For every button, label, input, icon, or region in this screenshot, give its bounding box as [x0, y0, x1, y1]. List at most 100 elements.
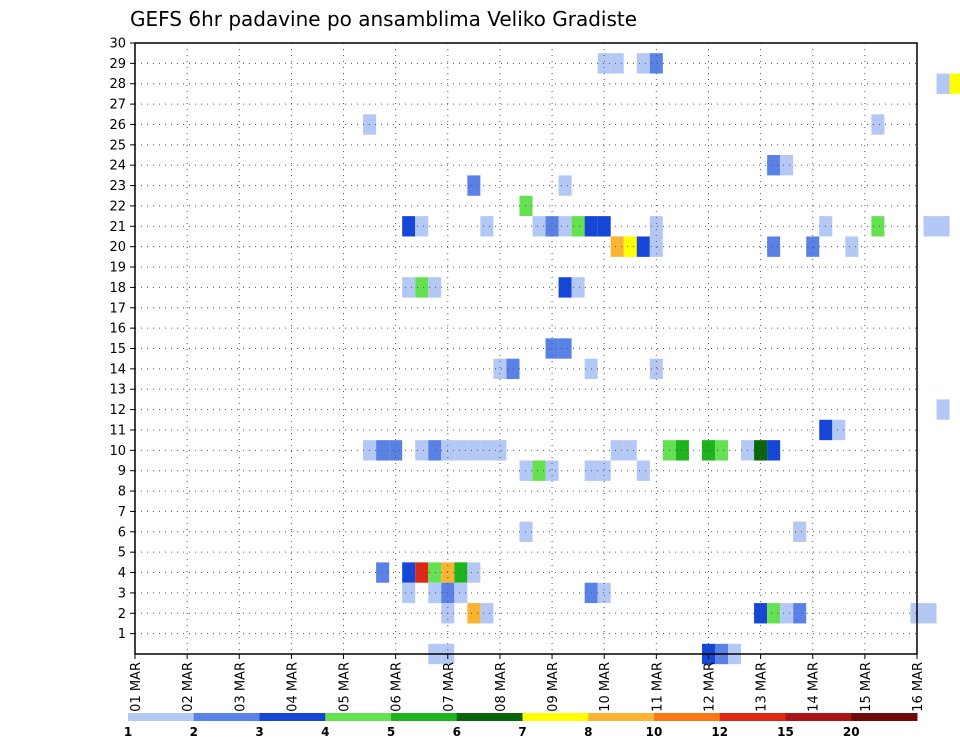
- heatmap-cell: [532, 460, 546, 481]
- y-tick-label: 27: [109, 98, 126, 113]
- heatmap-cell: [649, 216, 663, 237]
- x-axis-ticks: 01 MAR 02 MAR 03 MAR 04 MAR 05 MAR 06 MAR 07 M…: [129, 654, 926, 712]
- x-tick-label: 09 MAR: [546, 662, 561, 712]
- y-tick-label: 19: [109, 261, 126, 276]
- y-tick-label: 11: [109, 423, 126, 438]
- x-tick-label: 08 MAR: [494, 662, 509, 712]
- colorbar-swatch: [456, 713, 523, 721]
- heatmap-cell: [714, 440, 729, 461]
- x-tick-label: 14 MAR: [807, 662, 822, 712]
- heatmap-cell: [923, 603, 937, 624]
- x-tick-label: 12 MAR: [702, 662, 717, 712]
- heatmap-cell: [793, 603, 807, 624]
- y-tick-label: 26: [109, 118, 126, 133]
- colorbar-label: 6: [453, 725, 461, 739]
- heatmap-cell: [623, 236, 637, 257]
- heatmap-cells: [363, 53, 960, 665]
- y-tick-label: 23: [109, 179, 126, 194]
- y-tick-label: 10: [109, 444, 126, 459]
- heatmap-cell: [454, 440, 468, 461]
- heatmap-cell: [832, 419, 846, 441]
- heatmap-cell: [480, 440, 494, 461]
- x-tick-label: 16 MAR: [911, 662, 926, 712]
- x-tick-label: 06 MAR: [390, 662, 405, 712]
- colorbar-swatch: [259, 713, 326, 721]
- heatmap-cell: [597, 53, 611, 74]
- heatmap-cell: [506, 358, 520, 380]
- y-axis-ticks: 1234567891011121314151617181920212223242…: [109, 37, 135, 642]
- heatmap-cell: [597, 582, 611, 604]
- heatmap-cell: [571, 277, 585, 298]
- heatmap-cell: [428, 277, 442, 298]
- colorbar-label: 10: [646, 725, 663, 739]
- y-tick-label: 25: [109, 138, 126, 153]
- colorbar-label: 7: [518, 725, 526, 739]
- heatmap-cell: [780, 155, 794, 176]
- heatmap-cell: [701, 440, 715, 461]
- y-tick-label: 2: [118, 607, 126, 622]
- heatmap-cell: [545, 338, 559, 359]
- heatmap-cell: [845, 236, 859, 257]
- heatmap-cell: [636, 53, 650, 74]
- colorbar-swatch: [522, 713, 589, 721]
- y-tick-label: 15: [109, 342, 126, 357]
- heatmap-cell: [415, 440, 429, 461]
- heatmap-cell: [402, 582, 416, 604]
- colorbar-label: 20: [843, 725, 860, 739]
- heatmap-cell: [558, 175, 572, 196]
- colorbar-swatch: [851, 713, 918, 721]
- y-tick-label: 9: [118, 464, 126, 479]
- y-tick-label: 30: [109, 37, 126, 52]
- heatmap-cell: [415, 216, 429, 237]
- y-tick-label: 13: [109, 383, 126, 398]
- y-tick-label: 14: [109, 362, 126, 377]
- y-tick-label: 29: [109, 57, 126, 72]
- colorbar-swatch: [193, 713, 260, 721]
- colorbar-swatch: [719, 713, 786, 721]
- y-tick-label: 6: [118, 525, 126, 540]
- heatmap-cell: [480, 603, 494, 624]
- colorbar-label: 3: [255, 725, 263, 739]
- heatmap-cell: [545, 460, 559, 481]
- heatmap-cell: [767, 603, 781, 624]
- heatmap-cell: [467, 603, 481, 624]
- heatmap-cell: [597, 216, 611, 237]
- x-tick-label: 10 MAR: [598, 662, 613, 712]
- heatmap-cell: [754, 440, 768, 461]
- y-tick-label: 18: [109, 281, 126, 296]
- y-tick-label: 3: [118, 586, 126, 601]
- heatmap-cell: [636, 460, 650, 481]
- heatmap-cell: [428, 440, 442, 461]
- x-tick-label: 01 MAR: [129, 662, 144, 712]
- y-tick-label: 20: [109, 240, 126, 255]
- x-tick-label: 02 MAR: [181, 662, 196, 712]
- colorbar-swatch: [785, 713, 852, 721]
- y-tick-label: 22: [109, 199, 126, 214]
- colorbar-swatch: [128, 713, 195, 721]
- heatmap-cell: [493, 358, 507, 380]
- heatmap-cell: [649, 53, 663, 74]
- heatmap-cell: [402, 277, 416, 298]
- y-tick-label: 8: [118, 485, 126, 500]
- colorbar-label: 2: [190, 725, 198, 739]
- heatmap-cell: [610, 53, 624, 74]
- colorbar-label: 4: [321, 725, 329, 739]
- heatmap-cell: [871, 216, 885, 237]
- colorbar-label: 12: [711, 725, 728, 739]
- heatmap-cell: [467, 440, 481, 461]
- colorbar-label: 1: [124, 725, 132, 739]
- y-tick-label: 7: [118, 505, 126, 520]
- x-tick-label: 15 MAR: [859, 662, 874, 712]
- colorbar-label: 8: [584, 725, 592, 739]
- heatmap-cell: [467, 175, 481, 196]
- chart-title: GEFS 6hr padavine po ansamblima Veliko G…: [130, 7, 637, 31]
- heatmap-cell: [936, 399, 950, 420]
- heatmap-cell: [636, 236, 650, 257]
- heatmap-cell: [571, 216, 585, 237]
- colorbar-label: 5: [387, 725, 395, 739]
- heatmap-cell: [649, 358, 663, 380]
- heatmap-cell: [675, 440, 689, 461]
- heatmap-cell: [389, 440, 403, 461]
- colorbar-swatch: [391, 713, 458, 721]
